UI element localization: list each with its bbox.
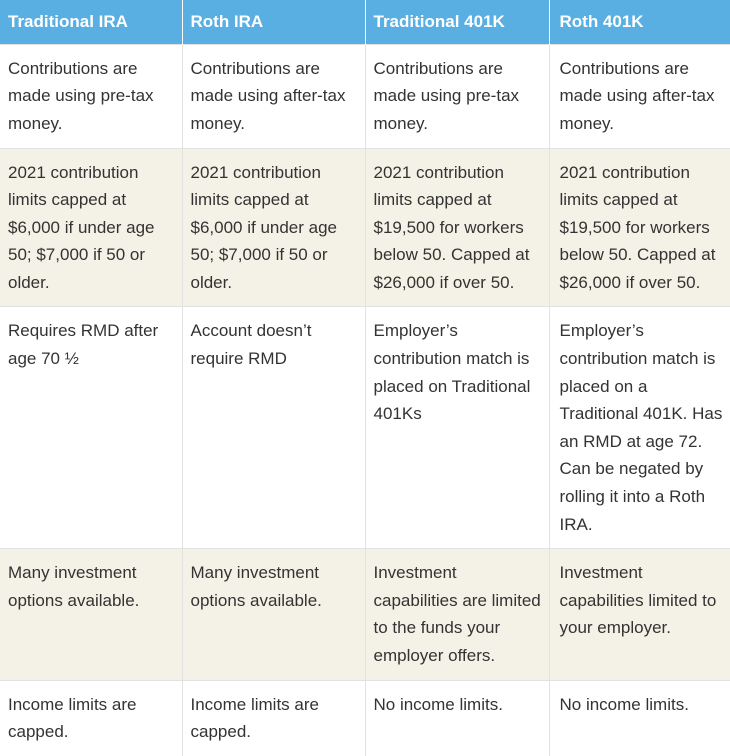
table-cell: No income limits. — [549, 679, 730, 756]
table-cell: Employer’s contribution match is placed … — [365, 306, 550, 549]
table-cell: 2021 contribution limits capped at $6,00… — [182, 147, 366, 307]
table-cell: Employer’s contribution match is placed … — [549, 306, 730, 549]
table-row: Income limits are capped. Income limits … — [0, 679, 730, 756]
table-cell: Requires RMD after age 70 ½ — [0, 306, 183, 549]
table-row: 2021 contribution limits capped at $6,00… — [0, 147, 730, 307]
table-cell: Many investment options available. — [182, 548, 366, 681]
table-header: Traditional IRA Roth IRA Traditional 401… — [0, 0, 730, 44]
table-cell: Contributions are made using pre-tax mon… — [365, 43, 550, 148]
header-row: Traditional IRA Roth IRA Traditional 401… — [0, 0, 730, 44]
header-traditional-401k: Traditional 401K — [365, 0, 550, 44]
table-cell: Income limits are capped. — [0, 679, 183, 756]
table-cell: Income limits are capped. — [182, 679, 366, 756]
table-row: Requires RMD after age 70 ½ Account does… — [0, 306, 730, 549]
table-cell: 2021 contribution limits capped at $19,5… — [549, 147, 730, 307]
table-cell: Investment capabilities limited to your … — [549, 548, 730, 681]
table-cell: Account doesn’t require RMD — [182, 306, 366, 549]
table-row: Contributions are made using pre-tax mon… — [0, 43, 730, 148]
table-cell: Investment capabilities are limited to t… — [365, 548, 550, 681]
table-cell: No income limits. — [365, 679, 550, 756]
table-cell: Many investment options available. — [0, 548, 183, 681]
table-cell: Contributions are made using after-tax m… — [549, 43, 730, 148]
header-roth-ira: Roth IRA — [182, 0, 366, 44]
header-roth-401k: Roth 401K — [549, 0, 730, 44]
table-body: Contributions are made using pre-tax mon… — [0, 43, 730, 756]
table-cell: 2021 contribution limits capped at $6,00… — [0, 147, 183, 307]
table-cell: Contributions are made using pre-tax mon… — [0, 43, 183, 148]
table-cell: Contributions are made using after-tax m… — [182, 43, 366, 148]
table-row: Many investment options available. Many … — [0, 548, 730, 681]
table-cell: 2021 contribution limits capped at $19,5… — [365, 147, 550, 307]
header-traditional-ira: Traditional IRA — [0, 0, 183, 44]
